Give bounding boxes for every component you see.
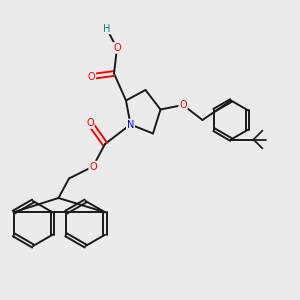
Text: O: O [88,71,95,82]
Text: O: O [86,118,94,128]
Text: O: O [89,161,97,172]
Text: O: O [179,100,187,110]
Text: N: N [127,119,134,130]
Text: O: O [113,43,121,53]
Text: H: H [103,23,110,34]
